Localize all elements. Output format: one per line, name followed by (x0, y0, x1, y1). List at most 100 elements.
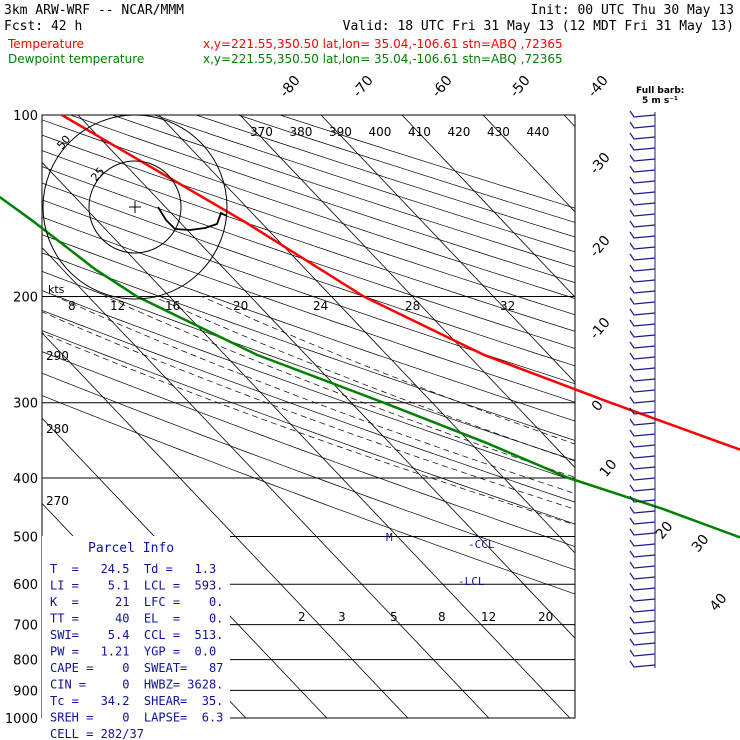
hodograph-ring-25: 25 (88, 165, 107, 184)
isotherm-line (645, 115, 740, 718)
dry-adiabat (42, 351, 575, 547)
parcel-row: TT = 40 EL = 0. (50, 612, 223, 626)
wind-barb (629, 165, 656, 173)
theta-e-label: 28 (405, 299, 420, 313)
wind-barbs (629, 110, 656, 668)
mixing-ratio-label: 5 (390, 610, 398, 624)
wind-barb (629, 407, 656, 415)
dry-adiabat (196, 115, 575, 238)
wind-barb (629, 429, 656, 437)
wind-barb (629, 605, 656, 613)
theta-label: 370 (250, 125, 273, 139)
wind-barb (629, 649, 656, 657)
wind-barb (629, 110, 656, 118)
wind-barb (629, 154, 656, 162)
wind-barb (629, 506, 656, 514)
wind-barb (629, 462, 656, 470)
theta-label-left: 280 (46, 422, 69, 436)
isotherm-label: -70 (350, 73, 377, 101)
mixing-ratio-label: 12 (481, 610, 496, 624)
sounding-annotation: -LCL (458, 575, 485, 588)
isotherm-label: 40 (707, 591, 731, 615)
pressure-tick-label: 500 (13, 530, 38, 545)
parcel-title: Parcel Info (88, 541, 174, 556)
pressure-tick-label: 900 (13, 684, 38, 699)
parcel-row: SWI= 5.4 CCL = 513. (50, 628, 223, 642)
isotherm-line (42, 161, 571, 718)
parcel-row: Tc = 34.2 SHEAR= 35. (50, 694, 223, 708)
pressure-tick-label: 200 (13, 291, 38, 306)
theta-label: 420 (448, 125, 471, 139)
wind-barb (629, 132, 656, 140)
isotherm-line (239, 115, 575, 469)
wind-barb (629, 594, 656, 602)
wind-barb (629, 121, 656, 129)
parcel-row: PW = 1.21 YGP = 0.0 (50, 645, 216, 659)
wind-barb (629, 484, 656, 492)
wind-barb (629, 275, 656, 283)
pressure-tick-label: 800 (13, 654, 38, 669)
moist-adiabat (201, 296, 575, 445)
wind-barb (629, 418, 656, 426)
barb-scale-title: Full barb: (636, 86, 684, 96)
wind-barb (629, 627, 656, 635)
isotherm-label: -60 (429, 73, 456, 101)
legend-temperature-name: Temperature (7, 37, 84, 51)
isotherm-line (320, 115, 575, 383)
sounding-annotation: -CCL (468, 538, 495, 551)
parcel-row: SREH = 0 LAPSE= 6.3 (50, 711, 223, 725)
valid-time: Valid: 18 UTC Fri 31 May 13 (12 MDT Fri … (343, 19, 734, 34)
moist-adiabat (104, 296, 575, 478)
wind-barb (629, 572, 656, 580)
wind-barb (629, 583, 656, 591)
wind-barb (629, 440, 656, 448)
wind-barb (629, 385, 656, 393)
parcel-row: CELL = 282/37 (50, 727, 144, 740)
theta-label: 410 (408, 125, 431, 139)
dry-adiabat (42, 372, 575, 571)
dry-adiabat (279, 115, 575, 209)
wind-barb (629, 517, 656, 525)
isotherm-line (77, 115, 575, 639)
pressure-tick-label: 100 (13, 109, 38, 124)
wind-barb (629, 220, 656, 228)
legend-temperature-info: x,y=221.55,350.50 lat,lon= 35.04,-106.61… (203, 37, 563, 51)
legend-dewpoint-name: Dewpoint temperature (8, 52, 144, 66)
init-time: Init: 00 UTC Thu 30 May 13 (531, 3, 735, 18)
isotherm-label: 20 (653, 519, 677, 543)
legend-dewpoint-info: x,y=221.55,350.50 lat,lon= 35.04,-106.61… (203, 52, 563, 66)
isotherm-label: 30 (689, 532, 713, 556)
wind-barb (629, 495, 656, 503)
theta-e-label: 8 (68, 299, 76, 313)
parcel-row: LI = 5.1 LCL = 593. (50, 579, 223, 593)
theta-label-left: 290 (46, 349, 69, 363)
moist-adiabat (55, 296, 575, 494)
wind-barb (629, 561, 656, 569)
moist-adiabat (42, 332, 575, 526)
dewpoint-line (0, 195, 740, 539)
wind-barb (629, 143, 656, 151)
wind-barb (629, 473, 656, 481)
isotherm-label: 10 (597, 457, 621, 481)
wind-barb (629, 330, 656, 338)
theta-label: 390 (329, 125, 352, 139)
dry-adiabat (238, 115, 575, 223)
hodograph-unit: kts (48, 283, 65, 296)
wind-barb (629, 660, 656, 668)
wind-barb (629, 451, 656, 459)
sounding-curves (0, 113, 740, 539)
wind-barb (629, 242, 656, 250)
theta-label: 430 (487, 125, 510, 139)
theta-label: 380 (290, 125, 313, 139)
wind-barb (629, 253, 656, 261)
parcel-info-box: Parcel Info T = 24.5 Td = 1.3 LI = 5.1 LC… (42, 536, 230, 740)
barb-scale-unit: 5 m s⁻¹ (642, 96, 678, 106)
theta-e-label: 20 (233, 299, 248, 313)
dry-adiabat (42, 309, 575, 503)
dry-adiabat (42, 330, 575, 525)
isotherm-label: -40 (585, 73, 612, 101)
mixing-ratio-label: 2 (298, 610, 306, 624)
isotherm-line (42, 417, 328, 718)
parcel-row: T = 24.5 Td = 1.3 (50, 562, 216, 576)
theta-e-label: 12 (110, 299, 125, 313)
